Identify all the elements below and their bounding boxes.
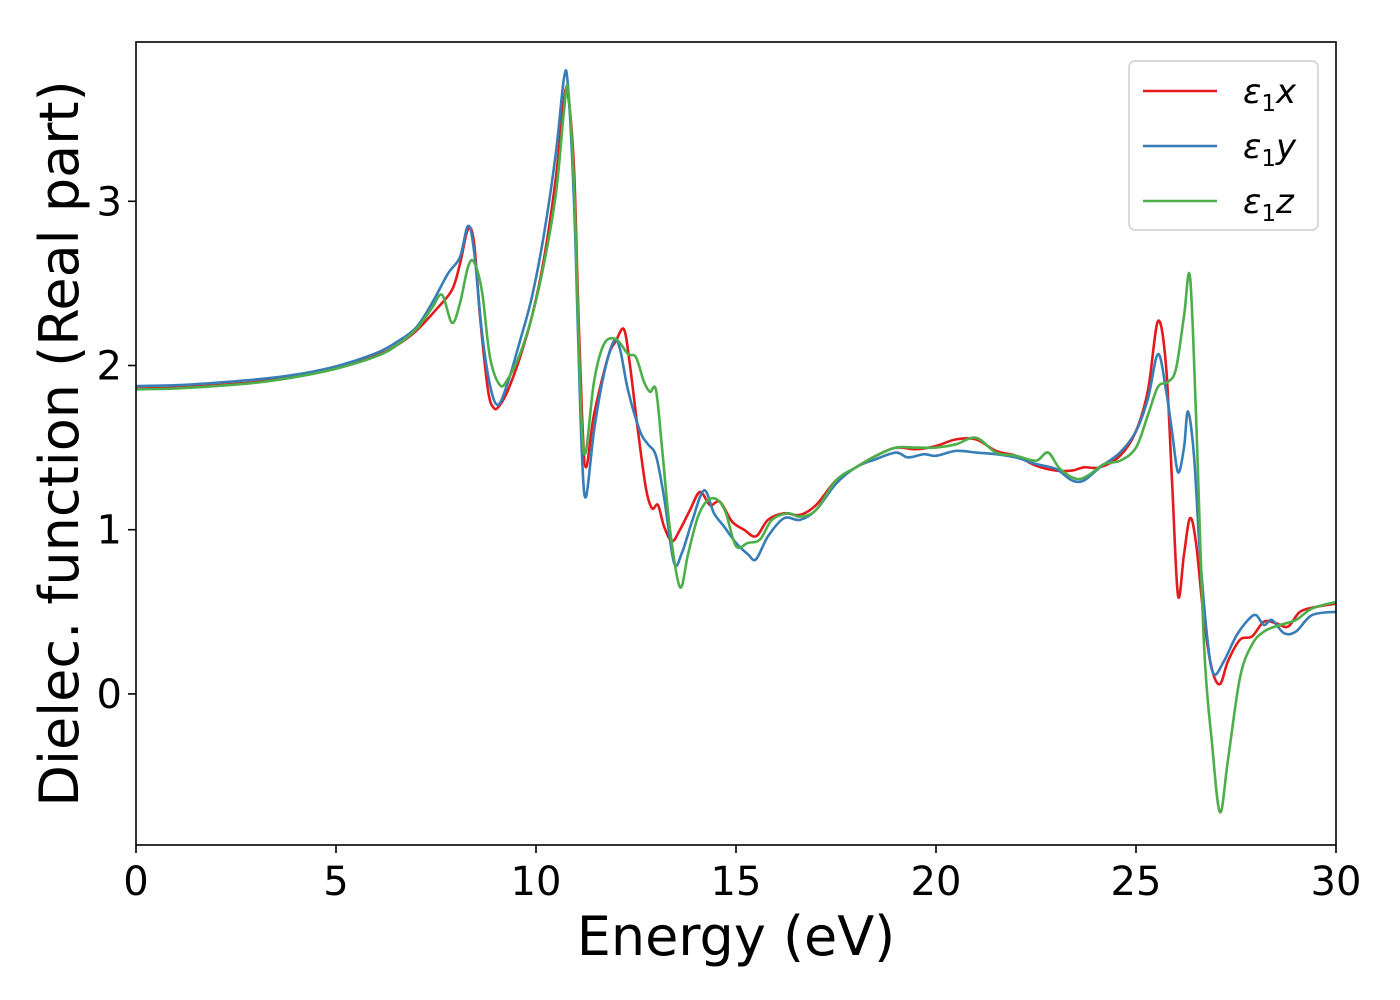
x-tick-label: 30 bbox=[1311, 859, 1362, 905]
legend-label-z: ε1z bbox=[1243, 182, 1295, 227]
series-line-z bbox=[136, 84, 1336, 814]
series-line-y bbox=[136, 69, 1336, 677]
x-tick-label: 15 bbox=[711, 859, 762, 905]
y-tick-label: 1 bbox=[97, 508, 122, 554]
y-axis-label: Dielec. function (Real part) bbox=[28, 80, 91, 806]
y-tick-label: 0 bbox=[97, 672, 122, 718]
y-tick-label: 2 bbox=[97, 343, 122, 389]
x-tick-label: 10 bbox=[511, 859, 562, 905]
y-tick-label: 3 bbox=[97, 179, 122, 225]
y-axis: 0 1 2 3 bbox=[97, 179, 136, 718]
x-axis: 0 5 10 15 20 25 30 bbox=[123, 845, 1361, 905]
legend-label-x: ε1x bbox=[1243, 72, 1297, 117]
x-tick-label: 25 bbox=[1111, 859, 1162, 905]
x-axis-label: Energy (eV) bbox=[577, 905, 896, 968]
series-layer bbox=[136, 69, 1336, 814]
legend: ε1x ε1y ε1z bbox=[1128, 60, 1319, 231]
legend-label-y: ε1y bbox=[1243, 127, 1297, 172]
x-tick-label: 0 bbox=[123, 859, 148, 905]
legend-box bbox=[1128, 60, 1319, 231]
x-tick-label: 5 bbox=[323, 859, 348, 905]
x-tick-label: 20 bbox=[911, 859, 962, 905]
